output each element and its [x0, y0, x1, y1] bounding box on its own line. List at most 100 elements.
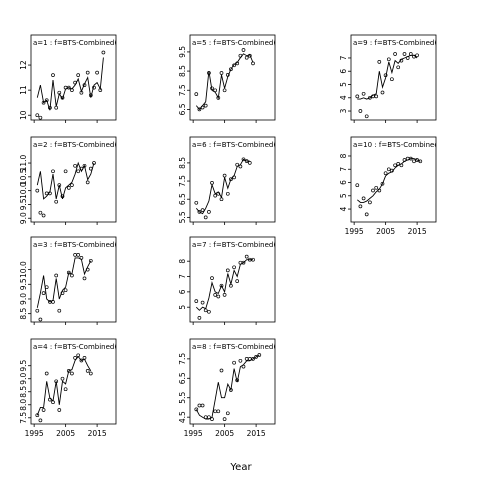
- panel-label: a=10 : f=BTS-Combined(all): [353, 141, 453, 149]
- y-tick-label: 7.5: [178, 175, 187, 187]
- data-point: [232, 63, 236, 68]
- data-point: [70, 88, 74, 92]
- data-point: [244, 159, 249, 163]
- data-point: [200, 403, 205, 408]
- data-point: [390, 168, 394, 173]
- data-point: [386, 167, 391, 172]
- data-point: [54, 105, 59, 110]
- y-tick-label: 6.5: [178, 193, 187, 205]
- x-tick-label: 2015: [247, 429, 266, 438]
- data-point: [415, 158, 419, 162]
- panel-strip: [190, 237, 275, 251]
- data-point: [232, 360, 236, 365]
- data-point: [235, 61, 240, 66]
- data-point: [92, 85, 96, 90]
- data-point: [44, 285, 49, 290]
- data-point: [38, 210, 43, 215]
- data-point: [368, 95, 372, 100]
- x-tick-label: 2015: [88, 429, 107, 438]
- data-point: [241, 48, 246, 52]
- data-point: [244, 55, 249, 60]
- data-point: [63, 387, 68, 392]
- y-tick-label: 5: [339, 193, 348, 198]
- data-point: [207, 415, 211, 420]
- data-point: [238, 53, 243, 58]
- data-point: [251, 61, 255, 66]
- data-point: [197, 210, 202, 214]
- data-point: [386, 57, 391, 62]
- data-point: [200, 300, 205, 305]
- data-point: [79, 90, 84, 95]
- data-point: [210, 276, 214, 280]
- data-point: [44, 98, 49, 103]
- data-point: [219, 368, 224, 373]
- y-tick-label: 6: [178, 289, 187, 294]
- data-point: [368, 200, 372, 205]
- y-tick-label: 5: [178, 305, 187, 310]
- panel-frame: [350, 34, 437, 121]
- data-point: [412, 159, 416, 164]
- data-point: [377, 60, 382, 64]
- data-point: [229, 283, 233, 288]
- panel-4: a=4 : f=BTS-Combined(all) 7.58.08.59.09.5…: [19, 338, 117, 438]
- data-point: [374, 185, 379, 190]
- data-point: [229, 388, 233, 392]
- y-tick-label: 9.0: [19, 212, 28, 224]
- panel-frame: [30, 236, 117, 323]
- data-point: [213, 193, 218, 198]
- data-point: [380, 90, 385, 95]
- data-point: [35, 188, 40, 193]
- data-point: [73, 253, 77, 257]
- data-point: [88, 258, 93, 263]
- data-point: [229, 177, 233, 182]
- data-point: [235, 162, 240, 167]
- data-point: [200, 208, 205, 212]
- data-point: [222, 88, 227, 93]
- data-point: [225, 411, 230, 416]
- data-point: [412, 54, 416, 59]
- data-point: [48, 105, 52, 110]
- x-tick-label: 1995: [345, 227, 364, 236]
- data-point: [210, 86, 214, 91]
- panel-label: a=9 : f=BTS-Combined(all): [353, 39, 448, 47]
- y-tick-label: 8.5: [19, 307, 28, 319]
- data-point: [35, 308, 40, 313]
- data-point: [41, 100, 46, 105]
- data-point: [229, 67, 233, 72]
- data-point: [396, 162, 401, 166]
- data-point: [364, 212, 369, 217]
- data-point: [197, 316, 202, 320]
- data-point: [408, 156, 413, 161]
- data-point: [76, 353, 81, 358]
- fitted-line: [36, 161, 95, 200]
- data-point: [60, 291, 65, 295]
- data-point: [210, 417, 214, 421]
- data-point: [213, 293, 218, 297]
- data-point: [216, 191, 221, 196]
- y-tick-label: 6: [339, 69, 348, 74]
- data-point: [66, 85, 71, 90]
- panel-label: a=1 : f=BTS-Combined(all): [33, 39, 128, 47]
- data-point: [364, 114, 369, 119]
- y-tick-label: 8.5: [178, 65, 187, 77]
- data-point: [79, 358, 84, 363]
- data-point: [203, 308, 208, 313]
- data-point: [213, 409, 218, 414]
- data-point: [358, 109, 363, 113]
- data-point: [85, 369, 90, 373]
- x-tick-label: 2015: [408, 227, 427, 236]
- data-point: [247, 53, 252, 58]
- panel-frame: [30, 34, 117, 121]
- data-point: [73, 356, 77, 360]
- data-point: [57, 308, 62, 313]
- data-point: [222, 293, 227, 297]
- data-point: [66, 270, 71, 275]
- panel-2: a=2 : f=BTS-Combined(all) 9.0 9.510.010.51…: [19, 136, 117, 225]
- data-point: [383, 171, 388, 176]
- data-point: [225, 191, 230, 196]
- fitted-line: [195, 53, 254, 111]
- data-point: [361, 196, 366, 201]
- data-point: [76, 169, 81, 174]
- data-point: [251, 357, 255, 361]
- y-tick-label: 9.5: [178, 46, 187, 58]
